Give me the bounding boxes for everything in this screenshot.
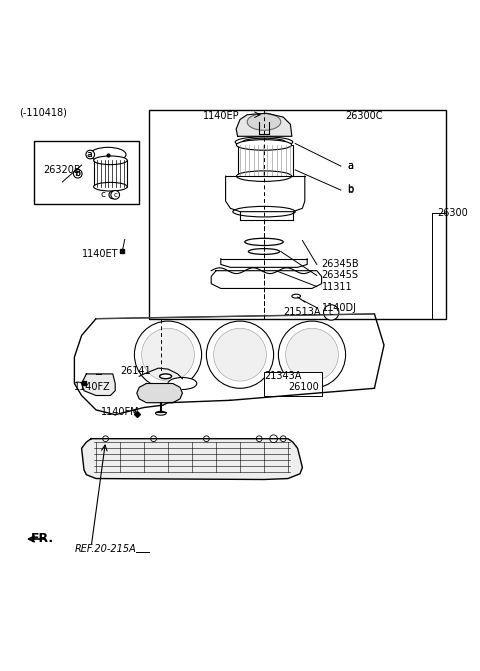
Circle shape [270, 435, 277, 443]
Circle shape [73, 169, 82, 178]
Text: a: a [88, 150, 93, 159]
Text: c: c [113, 192, 117, 198]
Ellipse shape [159, 374, 172, 378]
Ellipse shape [236, 171, 292, 181]
Text: b: b [74, 169, 80, 178]
Text: b: b [347, 184, 354, 194]
FancyBboxPatch shape [149, 110, 446, 319]
Text: 26300C: 26300C [346, 111, 383, 121]
Polygon shape [82, 374, 115, 395]
Text: c: c [101, 191, 106, 199]
Text: 1140EP: 1140EP [204, 111, 240, 121]
Text: a: a [348, 161, 353, 171]
Circle shape [86, 150, 95, 159]
Polygon shape [236, 113, 292, 136]
Text: 26100: 26100 [288, 382, 319, 393]
Text: FR.: FR. [31, 531, 54, 545]
Circle shape [204, 436, 209, 442]
Ellipse shape [247, 113, 281, 130]
Text: 1140ET: 1140ET [82, 249, 118, 259]
Polygon shape [137, 384, 182, 403]
Circle shape [286, 328, 338, 381]
Text: 1140FZ: 1140FZ [74, 382, 111, 392]
Circle shape [103, 436, 108, 442]
Circle shape [256, 436, 262, 442]
Circle shape [111, 191, 120, 199]
Circle shape [214, 328, 266, 381]
Polygon shape [82, 439, 302, 480]
Circle shape [151, 436, 156, 442]
Circle shape [142, 328, 194, 381]
Text: a: a [86, 150, 92, 159]
Circle shape [134, 321, 202, 389]
Circle shape [109, 191, 117, 199]
Text: 26320B: 26320B [43, 165, 81, 175]
FancyBboxPatch shape [238, 145, 293, 176]
Ellipse shape [156, 411, 166, 415]
Text: a: a [348, 161, 353, 171]
Text: 26345B: 26345B [322, 260, 359, 270]
Text: c: c [329, 308, 334, 317]
Ellipse shape [233, 207, 295, 217]
Ellipse shape [236, 140, 292, 150]
Ellipse shape [94, 183, 127, 191]
FancyBboxPatch shape [34, 141, 139, 203]
Text: b: b [75, 169, 80, 178]
Circle shape [206, 321, 274, 389]
Text: (-110418): (-110418) [19, 107, 67, 117]
Ellipse shape [168, 378, 197, 389]
FancyBboxPatch shape [264, 372, 322, 395]
Text: 26141: 26141 [120, 366, 151, 376]
Circle shape [278, 321, 346, 389]
Ellipse shape [249, 249, 279, 254]
FancyBboxPatch shape [94, 160, 127, 187]
Circle shape [324, 305, 339, 320]
Text: b: b [347, 185, 354, 195]
Ellipse shape [235, 137, 293, 148]
Text: 26345S: 26345S [322, 270, 359, 280]
Circle shape [280, 436, 286, 442]
Ellipse shape [242, 138, 286, 146]
Ellipse shape [245, 238, 283, 246]
Ellipse shape [292, 294, 300, 298]
Text: 1140FM: 1140FM [101, 407, 139, 417]
Text: REF.20-215A: REF.20-215A [74, 544, 136, 554]
Ellipse shape [90, 148, 126, 162]
Text: 11311: 11311 [322, 282, 352, 291]
Text: 1140DJ: 1140DJ [322, 303, 357, 313]
Text: 21513A: 21513A [283, 307, 321, 317]
Text: 26300: 26300 [437, 208, 468, 218]
Ellipse shape [94, 156, 127, 164]
Text: 21343A: 21343A [264, 371, 301, 381]
